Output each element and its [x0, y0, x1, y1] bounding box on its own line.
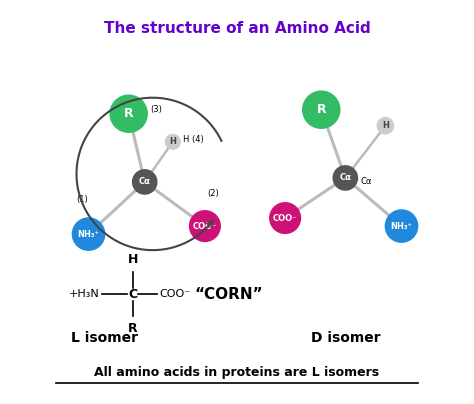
Text: NH₃⁺: NH₃⁺ [78, 229, 100, 239]
Circle shape [189, 210, 221, 242]
Text: NH₃⁺: NH₃⁺ [391, 221, 412, 231]
Circle shape [109, 95, 148, 133]
Text: The structure of an Amino Acid: The structure of an Amino Acid [104, 21, 370, 36]
Circle shape [377, 117, 394, 135]
Circle shape [72, 217, 105, 251]
Text: Cα: Cα [339, 173, 351, 183]
Text: COO⁻: COO⁻ [192, 221, 217, 231]
Text: C: C [128, 288, 137, 301]
Text: (1): (1) [77, 196, 89, 204]
Text: +H₃N: +H₃N [69, 289, 100, 299]
Circle shape [269, 202, 301, 234]
Text: H: H [169, 137, 176, 146]
Text: H: H [128, 253, 138, 266]
Text: Cα: Cα [139, 177, 151, 186]
Text: “CORN”: “CORN” [195, 287, 263, 302]
Circle shape [132, 169, 157, 195]
Text: R: R [124, 107, 134, 120]
Circle shape [302, 90, 340, 129]
Text: (2): (2) [207, 189, 219, 198]
Circle shape [165, 134, 181, 150]
Text: H (4): H (4) [183, 135, 204, 144]
Circle shape [332, 165, 358, 191]
Text: D isomer: D isomer [310, 331, 380, 345]
Text: All amino acids in proteins are L isomers: All amino acids in proteins are L isomer… [94, 366, 380, 379]
Text: R: R [317, 103, 326, 116]
Text: L isomer: L isomer [71, 331, 138, 345]
Circle shape [384, 209, 419, 243]
Text: Cα: Cα [361, 177, 372, 186]
Text: COO⁻: COO⁻ [159, 289, 190, 299]
Text: R: R [128, 322, 137, 335]
Text: COO⁻: COO⁻ [273, 214, 297, 223]
Text: (3): (3) [151, 105, 163, 114]
Text: H: H [382, 121, 389, 130]
